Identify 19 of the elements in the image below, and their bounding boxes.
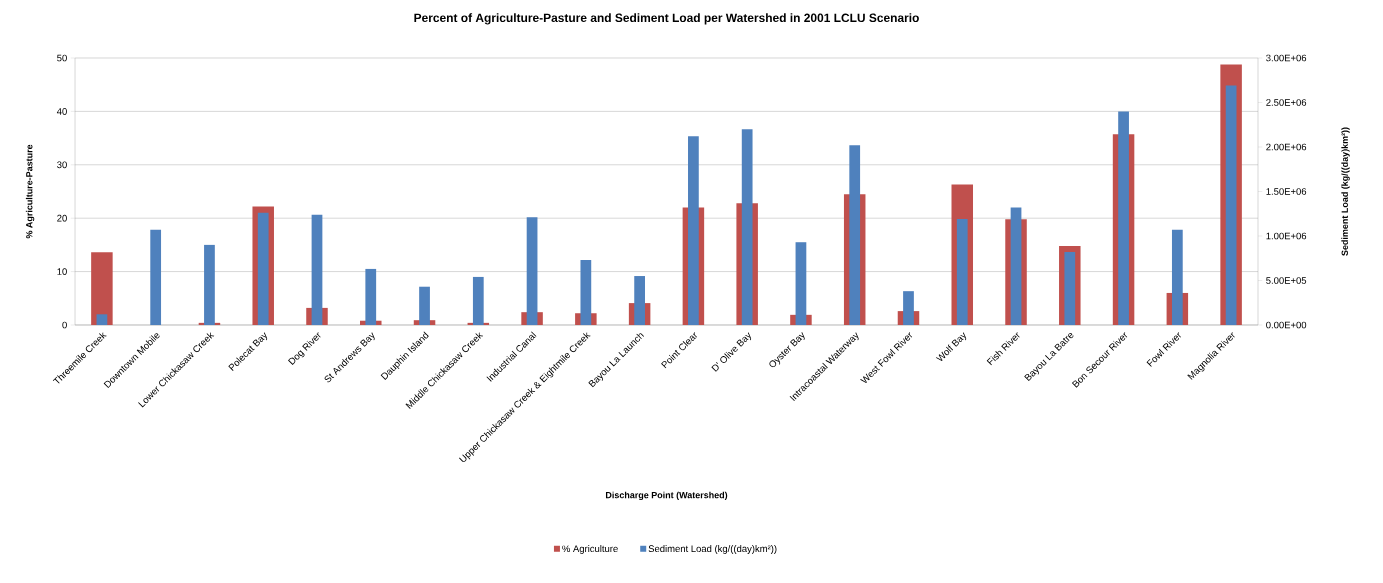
y-tick-label: 20 [57, 214, 67, 222]
y2-tick-label: 3.00E+06 [1266, 54, 1307, 62]
y-tick-label: 30 [57, 161, 67, 169]
y-tick-label: 10 [57, 268, 67, 275]
y2-tick-label: 1.00E+06 [1266, 232, 1307, 240]
y2-tick-label: 5.00E+05 [1266, 277, 1307, 284]
y2-tick-label: 2.50E+06 [1266, 99, 1307, 106]
y2-tick-label: 2.00E+06 [1266, 143, 1307, 151]
y2-axis-title: Sediment Load (kg/((day)km²)) [1341, 127, 1350, 256]
y-tick-label: 40 [56, 108, 67, 115]
legend-label: Sediment Load (kg/((day)km²)) [648, 545, 777, 554]
y-axis-title: % Agriculture-Pasture [25, 144, 35, 239]
y-tick-label: 50 [57, 54, 67, 62]
y2-tick-label: 0.00E+00 [1266, 321, 1307, 329]
chart-title: Percent of Agriculture-Pasture and Sediment Load per Watershed in 2001 LCLU Scenario [414, 13, 919, 25]
legend-label: % Agriculture [562, 545, 618, 554]
x-axis-title: Discharge Point (Watershed) [605, 491, 728, 501]
y-tick-label: 0 [62, 321, 67, 329]
y2-tick-label: 1.50E+06 [1266, 188, 1307, 195]
